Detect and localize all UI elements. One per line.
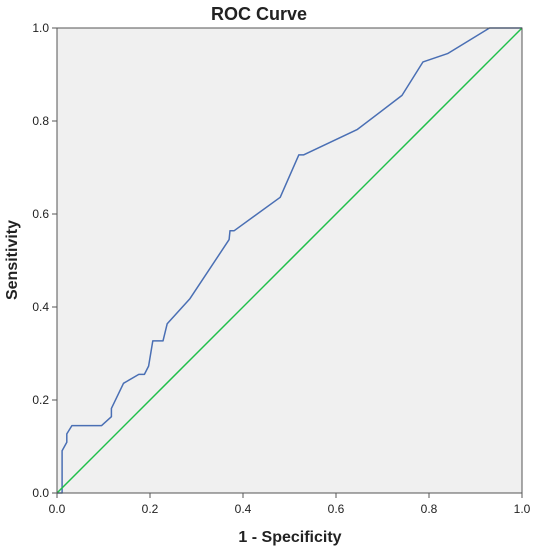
x-axis-label: 1 - Specificity — [238, 529, 341, 546]
x-tick-label: 0.0 — [49, 502, 66, 516]
axis-ticks: 0.0 0.2 0.4 0.6 0.8 1.0 0.0 0.2 0.4 0.6 0.8 1.0 — [32, 21, 530, 516]
y-tick-label: 1.0 — [32, 21, 49, 35]
plot-frame — [56, 27, 523, 494]
x-tick-label: 0.2 — [142, 502, 159, 516]
y-axis-label: Sensitivity — [4, 220, 21, 300]
chart-title: ROC Curve — [211, 4, 307, 24]
x-tick-label: 0.8 — [421, 502, 438, 516]
y-tick-label: 0.2 — [32, 393, 49, 407]
y-tick-label: 0.6 — [32, 207, 49, 221]
x-tick-label: 0.4 — [235, 502, 252, 516]
x-tick-label: 0.6 — [328, 502, 345, 516]
y-tick-label: 0.8 — [32, 114, 49, 128]
y-tick-label: 0.0 — [32, 486, 49, 500]
x-tick-label: 1.0 — [514, 502, 531, 516]
y-tick-label: 0.4 — [32, 300, 49, 314]
reference-diagonal-line — [56, 27, 523, 494]
roc-curve-line — [57, 27, 522, 494]
chart-marks — [56, 27, 523, 494]
